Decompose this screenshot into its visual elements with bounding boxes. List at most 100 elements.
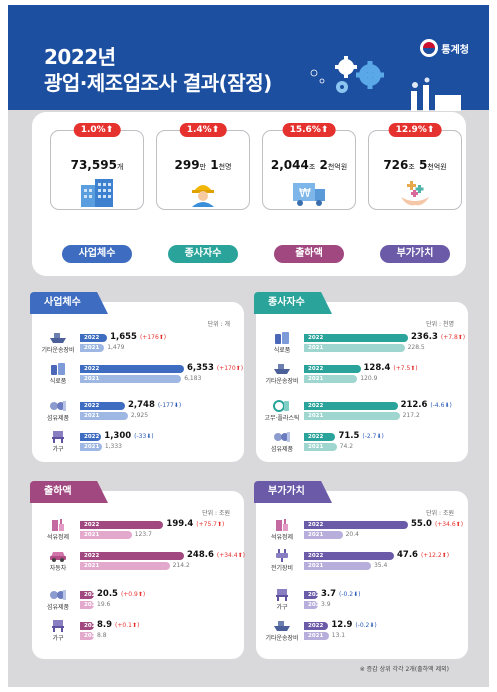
category: 가구: [262, 587, 302, 611]
change-text: (+34.4⬆): [216, 552, 245, 559]
year-label: 2022: [308, 592, 324, 598]
change-text: (+170⬆): [216, 365, 244, 372]
change-badge: 1.0%⬆: [73, 123, 121, 137]
summary-value: 726조 5천억원: [369, 158, 461, 172]
value-2021: 3.9: [321, 601, 331, 608]
bar-2022: 2022: [304, 433, 336, 441]
change-text: (-0.2⬇): [355, 622, 377, 629]
worker-icon: [188, 179, 218, 211]
year-label: 2021: [84, 376, 100, 382]
category: 기타운송장비: [262, 618, 302, 642]
bar-2021: 2021: [304, 344, 405, 352]
value-unit-secondary: 천명: [218, 163, 232, 171]
furniture-icon: [38, 618, 78, 632]
value-2021: 217.2: [402, 412, 420, 419]
furniture-icon: [38, 429, 78, 443]
panel-1: 사업체수 단위 : 개 기타운송장비 2022 2021 1,655 (+176⬆) 1,4…: [30, 292, 244, 462]
food-icon: [262, 330, 302, 344]
bar-2022: 2022: [80, 433, 102, 441]
panel-title: 출하액: [30, 481, 108, 503]
value-number: 20.5: [97, 589, 121, 599]
bar-2021: 2021: [80, 375, 182, 383]
building-icon: [77, 179, 117, 211]
value-unit: 조: [408, 163, 415, 171]
bar-2022: 2022: [80, 591, 99, 599]
category-label: 자동차: [49, 565, 67, 572]
value-2022: 3.7 (-0.2⬇): [321, 590, 360, 599]
category-label: 가구: [276, 604, 288, 611]
bar-2021: 2021: [80, 344, 105, 352]
category: 기타운송장비: [262, 361, 302, 385]
value-2021: 20.4: [345, 531, 359, 538]
statistics-korea-logo: 통계청: [420, 39, 469, 57]
category: 가구: [38, 618, 78, 642]
category-label: 석유정제: [46, 534, 70, 541]
summary-label: 출하액: [274, 245, 344, 263]
category-label: 기타운송장비: [41, 347, 75, 354]
bar-2022: 2022: [80, 334, 108, 342]
summary-card: 1.0%⬆ 73,595개 사업체수 1.4%⬆ 299만 1천명 종사자수 15.6%⬆ 2…: [32, 112, 466, 276]
bar-2022: 2022: [80, 622, 99, 630]
rubber-plastic-icon: [262, 398, 302, 412]
bar-2022: 2022: [80, 552, 184, 560]
change-badge: 1.4%⬆: [179, 123, 227, 137]
year-label: 2022: [308, 335, 324, 341]
bar-2022: 2022: [304, 365, 361, 373]
change-text: (+0.1⬆): [115, 622, 140, 629]
gears-icon: [310, 56, 384, 93]
year-label: 2021: [308, 345, 324, 351]
year-label: 2021: [308, 413, 324, 419]
ship-icon: [262, 361, 302, 375]
value-2021: 35.4: [373, 562, 388, 569]
change-text: (+7.5⬆): [393, 365, 418, 372]
year-label: 2022: [308, 434, 324, 440]
category-label: 섬유제품: [46, 604, 70, 611]
value-main: 299: [174, 158, 200, 172]
category-label: 식료품: [49, 378, 67, 385]
bar-2021: 2021: [80, 531, 132, 539]
value-2022: 236.3 (+7.8⬆): [411, 333, 465, 342]
value-number: 1,655: [110, 332, 140, 342]
change-text: (+0.9⬆): [120, 591, 146, 598]
header-banner: 2022년 광업·제조업조사 결과(잠정) 통계청: [8, 5, 489, 111]
panel-2: 종사자수 단위 : 천명 식료품 2022 2021 236.3 (+7.8⬆) 228.5…: [254, 292, 468, 462]
year-label: 2021: [84, 563, 100, 569]
change-text: (-2.7⬇): [362, 433, 384, 440]
category-label: 섬유제품: [270, 446, 294, 453]
value-unit-secondary: 천억원: [427, 163, 447, 171]
bar-2021: 2021: [80, 562, 170, 570]
year-label: 2021: [308, 602, 324, 608]
category-label: 가구: [52, 446, 64, 453]
year-label: 2021: [84, 345, 100, 351]
year-label: 2021: [308, 563, 324, 569]
oil-refinery-icon: [262, 517, 302, 531]
value-number: 1,300: [104, 431, 135, 441]
summary-value: 2,044조 2천억원: [263, 158, 355, 172]
value-number: 8.9: [97, 620, 116, 630]
value-2022: 71.5 (-2.7⬇): [338, 432, 383, 441]
year-label: 2021: [308, 633, 324, 639]
value-unit-secondary: 천억원: [327, 163, 348, 171]
change-text: (-33⬇): [134, 433, 154, 440]
ship-icon: [38, 330, 78, 344]
title-year: 2022년: [44, 45, 116, 69]
category-label: 고무·플라스틱: [264, 415, 300, 422]
textile-icon: [38, 398, 78, 412]
change-text: (+176⬆): [139, 334, 167, 341]
bar-2022: 2022: [304, 402, 398, 410]
value-2021: 6,183: [184, 375, 202, 382]
unit-note: 단위 : 개: [207, 321, 230, 328]
value-number: 3.7: [321, 589, 340, 599]
car-icon: [38, 548, 78, 562]
furniture-icon: [262, 587, 302, 601]
value-number: 236.3: [411, 332, 441, 342]
value-2021: 120.9: [360, 375, 378, 382]
textile-icon: [38, 587, 78, 601]
category: 식료품: [262, 330, 302, 354]
page-title: 광업·제조업조사 결과(잠정): [44, 71, 272, 95]
footnote: ※ 증감 상위 각각 2개(출하액 제외): [359, 666, 449, 673]
electric-plug-icon: [262, 548, 302, 562]
infographic: 2022년 광업·제조업조사 결과(잠정) 통계청 1.0%⬆ 73,595개 사업…: [8, 5, 489, 687]
value-2021: 214.2: [172, 562, 190, 569]
